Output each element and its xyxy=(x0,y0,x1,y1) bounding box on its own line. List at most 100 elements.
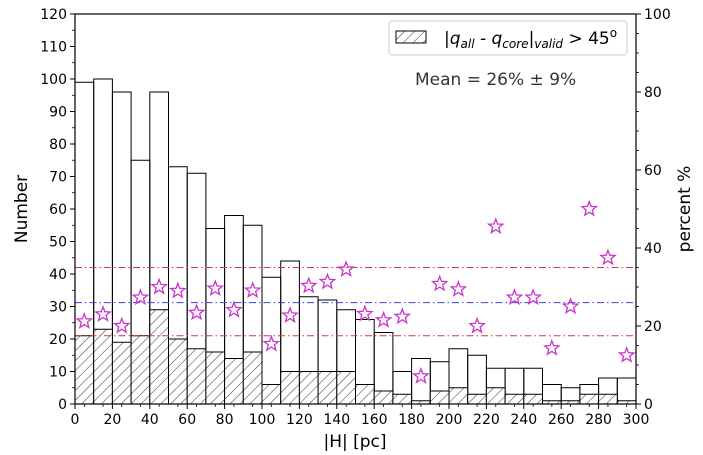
y2-tick-label: 60 xyxy=(644,163,662,179)
bar-hatched xyxy=(448,387,469,405)
bar-hatched xyxy=(504,393,525,405)
bar-hatched xyxy=(467,393,487,405)
percent-star xyxy=(580,199,599,217)
x-tick-label: 140 xyxy=(323,412,350,428)
percent-star xyxy=(318,272,337,290)
bar-hatched xyxy=(280,371,300,405)
y-tick-label: 120 xyxy=(40,7,67,23)
percent-star xyxy=(150,277,169,295)
y2-axis-title: percent % xyxy=(675,166,695,253)
percent-star xyxy=(94,304,112,322)
x-tick-label: 300 xyxy=(623,412,650,428)
x-tick-label: 180 xyxy=(398,412,425,428)
percent-star xyxy=(355,304,374,322)
y2-tick-label: 20 xyxy=(644,319,662,335)
percent-star xyxy=(75,311,94,329)
x-tick-label: 220 xyxy=(473,412,500,428)
x-tick-label: 0 xyxy=(71,412,80,428)
bar-hatched xyxy=(224,358,244,405)
y-tick-label: 40 xyxy=(49,267,67,283)
percent-star xyxy=(617,345,636,363)
percent-star xyxy=(393,307,412,325)
percent-star xyxy=(337,260,356,277)
bar-hatched xyxy=(317,371,338,405)
bar-hatched xyxy=(205,351,226,405)
bar-hatched xyxy=(298,371,319,405)
y-tick-label: 100 xyxy=(40,72,67,88)
percent-star xyxy=(168,281,187,299)
legend-label: |qall - qcore|valid > 45o xyxy=(444,26,617,51)
bar-hatched xyxy=(392,393,413,405)
y-tick-label: 0 xyxy=(58,397,67,413)
percent-star xyxy=(225,300,243,318)
y-tick-label: 80 xyxy=(49,137,67,153)
bar-hatched xyxy=(74,335,95,405)
bar-hatched xyxy=(485,387,506,405)
percent-star xyxy=(486,217,505,235)
y-tick-label: 30 xyxy=(49,300,67,316)
legend-swatch-hatched xyxy=(395,30,427,44)
y-tick-label: 10 xyxy=(49,365,67,381)
bar-hatched xyxy=(523,393,543,405)
bar-hatched xyxy=(429,390,450,405)
legend: |qall - qcore|valid > 45o xyxy=(388,20,628,56)
bar-hatched xyxy=(168,338,188,405)
percent-star xyxy=(599,248,617,266)
x-tick-label: 80 xyxy=(216,412,234,428)
bar-hatched xyxy=(336,371,356,405)
y-tick-label: 60 xyxy=(49,202,67,218)
bar-all xyxy=(411,358,431,405)
percent-star xyxy=(412,366,430,384)
y2-tick-label: 80 xyxy=(644,85,662,101)
x-tick-label: 160 xyxy=(361,412,388,428)
percent-star xyxy=(131,288,150,306)
legend-box xyxy=(388,20,628,56)
percent-star xyxy=(524,288,543,306)
x-tick-label: 20 xyxy=(103,412,121,428)
bar-hatched xyxy=(261,384,282,405)
y2-tick-label: 40 xyxy=(644,241,662,257)
y-axis-title: Number xyxy=(12,175,32,243)
percent-star xyxy=(262,334,281,352)
bar-hatched xyxy=(373,390,394,405)
y-tick-label: 110 xyxy=(40,40,67,56)
x-tick-label: 260 xyxy=(548,412,575,428)
x-tick-label: 40 xyxy=(141,412,159,428)
percent-star xyxy=(243,281,262,299)
percent-star xyxy=(561,297,580,315)
mean-annotation: Mean = 26% ± 9% xyxy=(415,70,576,90)
x-tick-label: 100 xyxy=(249,412,276,428)
percent-star xyxy=(281,306,299,323)
percent-star xyxy=(505,288,524,306)
percent-star xyxy=(374,310,393,328)
percent-star xyxy=(542,338,561,356)
percent-star xyxy=(187,303,206,321)
bar-all xyxy=(616,377,637,405)
y-tick-label: 90 xyxy=(49,105,67,121)
bar-hatched xyxy=(130,335,151,405)
x-tick-label: 60 xyxy=(178,412,196,428)
x-tick-label: 280 xyxy=(585,412,612,428)
bar-hatched xyxy=(186,348,207,405)
x-tick-label: 240 xyxy=(510,412,537,428)
percent-star xyxy=(430,274,449,292)
percent-star xyxy=(449,279,468,297)
bar-hatched xyxy=(355,384,375,405)
percent-star xyxy=(206,279,225,297)
x-axis-title: |H| [pc] xyxy=(323,432,386,452)
percent-star xyxy=(112,316,131,334)
x-tick-label: 120 xyxy=(286,412,313,428)
axes: 0 20 40 60 80 100 120 140 160 180 200 220 240 260 280 3… xyxy=(40,7,670,428)
bar-hatched xyxy=(598,393,618,405)
bar-hatched xyxy=(579,393,600,405)
y-tick-label: 20 xyxy=(49,332,67,348)
bar-hatched xyxy=(242,351,263,405)
y-tick-label: 50 xyxy=(49,235,67,251)
y2-tick-label: 100 xyxy=(644,7,671,23)
y2-tick-label: 0 xyxy=(644,397,653,413)
percent-star xyxy=(299,276,318,294)
bar-hatched xyxy=(93,328,113,405)
x-tick-label: 200 xyxy=(436,412,463,428)
percent-star xyxy=(468,316,486,334)
